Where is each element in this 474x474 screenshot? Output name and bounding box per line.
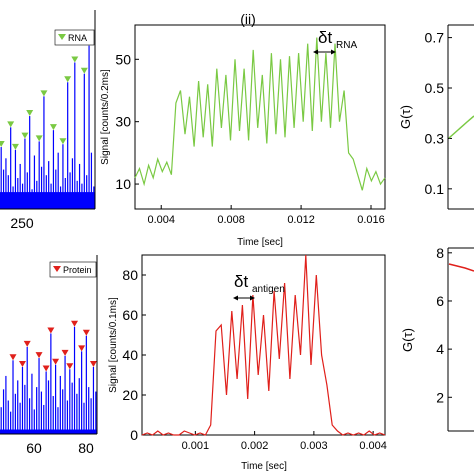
middle-top-annotation-arrow-icon (313, 49, 336, 55)
lt-baseline-noise (0, 192, 95, 209)
rb-ytick-label: 6 (436, 293, 444, 309)
left-bottom-chart: Protein 60 80 (0, 255, 98, 456)
lb-peak-marker (89, 361, 97, 367)
mt-xtick-label: 0.016 (357, 214, 385, 226)
lt-peak-marker (40, 90, 48, 97)
right-top-series-line (448, 115, 474, 139)
lb-peak-marker (61, 349, 69, 356)
mb-ytick-label: 40 (122, 347, 138, 363)
lt-peak-marker (21, 132, 29, 139)
lb-peak-marker (78, 345, 86, 352)
lt-peak-marker (49, 124, 57, 131)
left-bottom-xtick-label-0: 60 (26, 440, 42, 456)
rt-ytick-label: 0.5 (425, 80, 445, 96)
right-bottom-series-line (448, 263, 474, 272)
right-top-ylabel: G(τ) (398, 105, 413, 129)
lb-peak-marker (18, 361, 26, 367)
mt-ytick-label: 10 (115, 176, 131, 192)
lb-peak-marker (82, 329, 90, 336)
lb-peak-marker (71, 320, 79, 327)
left-top-legend (54, 29, 95, 46)
lt-peak-marker (59, 138, 67, 145)
middle-bottom-chart: 0.001 0.002 0.003 0.004 0 20 40 60 80 Time [sec… (108, 254, 387, 472)
lt-peak-marker (71, 56, 79, 63)
left-bottom-bars (0, 326, 97, 434)
left-top-legend-marker-icon (58, 34, 66, 40)
lt-peak-marker (11, 143, 19, 150)
middle-top-chart: 0.004 0.008 0.012 0.016 10 30 50 Time [sec] S… (100, 24, 386, 248)
left-bottom-markers (9, 320, 97, 372)
left-top-chart: RNA 250 (0, 10, 96, 231)
mt-ytick-label: 30 (115, 114, 131, 130)
middle-bottom-ylabel: Signal [counts/0.1ms] (108, 297, 119, 393)
lb-peak-marker (42, 365, 50, 372)
lt-peak-marker (64, 76, 72, 83)
lt-peak-marker (0, 141, 5, 148)
lb-peak-marker (9, 354, 17, 361)
middle-top-xlabel: Time [sec] (237, 237, 283, 248)
lt-peak-marker (35, 135, 43, 142)
right-bottom-yticks: 2 4 6 8 (436, 245, 452, 405)
rb-ytick-label: 4 (436, 341, 444, 357)
middle-bottom-yticks: 0 20 40 60 80 (122, 267, 146, 443)
mt-xtick-label: 0.004 (147, 214, 175, 226)
right-bottom-ylabel: G(τ) (400, 328, 415, 352)
rt-ytick-label: 0.7 (425, 30, 445, 46)
left-top-xtick-label: 250 (10, 215, 34, 231)
lt-peak-marker (80, 67, 88, 74)
mt-xtick-label: 0.012 (287, 214, 315, 226)
middle-top-annotation-symbol: δt (318, 28, 332, 47)
panel-label: (ii) (240, 11, 256, 27)
lb-peak-marker (23, 340, 31, 347)
left-bottom-xtick-label-1: 80 (78, 440, 94, 456)
rt-ytick-label: 0.1 (425, 181, 445, 197)
middle-bottom-series-line (141, 254, 386, 436)
lb-peak-marker (66, 363, 74, 370)
right-top-chart: 0.1 0.3 0.5 0.7 G(τ) (398, 24, 474, 210)
mb-ytick-label: 60 (122, 307, 138, 323)
mb-xtick-label: 0.002 (241, 440, 269, 452)
left-top-markers (0, 39, 93, 150)
left-bottom-legend-marker-icon (53, 266, 61, 272)
mb-xtick-label: 0.001 (182, 440, 210, 452)
middle-top-ylabel: Signal [counts/0.2ms] (100, 69, 111, 165)
lb-peak-marker (35, 352, 43, 359)
right-top-yticks: 0.1 0.3 0.5 0.7 (425, 30, 452, 197)
middle-top-xticks: 0.004 0.008 0.012 0.016 (147, 205, 385, 226)
left-bottom-legend (49, 261, 97, 278)
middle-bottom-axes-box (141, 254, 386, 436)
middle-bottom-annotation-arrow-icon (233, 295, 255, 301)
rb-ytick-label: 8 (436, 245, 444, 261)
middle-top-axes-box (134, 24, 386, 210)
left-top-bars (0, 45, 95, 209)
mb-xtick-label: 0.004 (359, 440, 387, 452)
mb-ytick-label: 20 (122, 387, 138, 403)
mb-xtick-label: 0.003 (300, 440, 328, 452)
mt-xtick-label: 0.008 (217, 214, 245, 226)
mb-ytick-label: 80 (122, 267, 138, 283)
middle-top-series-line (134, 37, 386, 191)
middle-bottom-xticks: 0.001 0.002 0.003 0.004 (182, 431, 387, 452)
rb-ytick-label: 2 (436, 389, 444, 405)
right-bottom-chart: 2 4 6 8 G(τ) (400, 245, 474, 432)
rt-ytick-label: 0.3 (425, 130, 445, 146)
middle-top-annotation-subscript: RNA (336, 40, 357, 51)
mb-ytick-label: 0 (130, 427, 138, 443)
lb-peak-marker (52, 358, 60, 365)
lt-peak-marker (26, 110, 34, 117)
mt-ytick-label: 50 (115, 51, 131, 67)
left-top-legend-label: RNA (68, 33, 87, 43)
left-bottom-legend-label: Protein (63, 265, 92, 275)
lb-peak-marker (47, 327, 55, 334)
middle-bottom-xlabel: Time [sec] (241, 461, 287, 472)
middle-top-yticks: 10 30 50 (115, 51, 139, 192)
middle-bottom-annotation-subscript: antigen (252, 284, 285, 295)
middle-bottom-annotation-symbol: δt (234, 272, 248, 291)
lt-peak-marker (7, 121, 15, 128)
